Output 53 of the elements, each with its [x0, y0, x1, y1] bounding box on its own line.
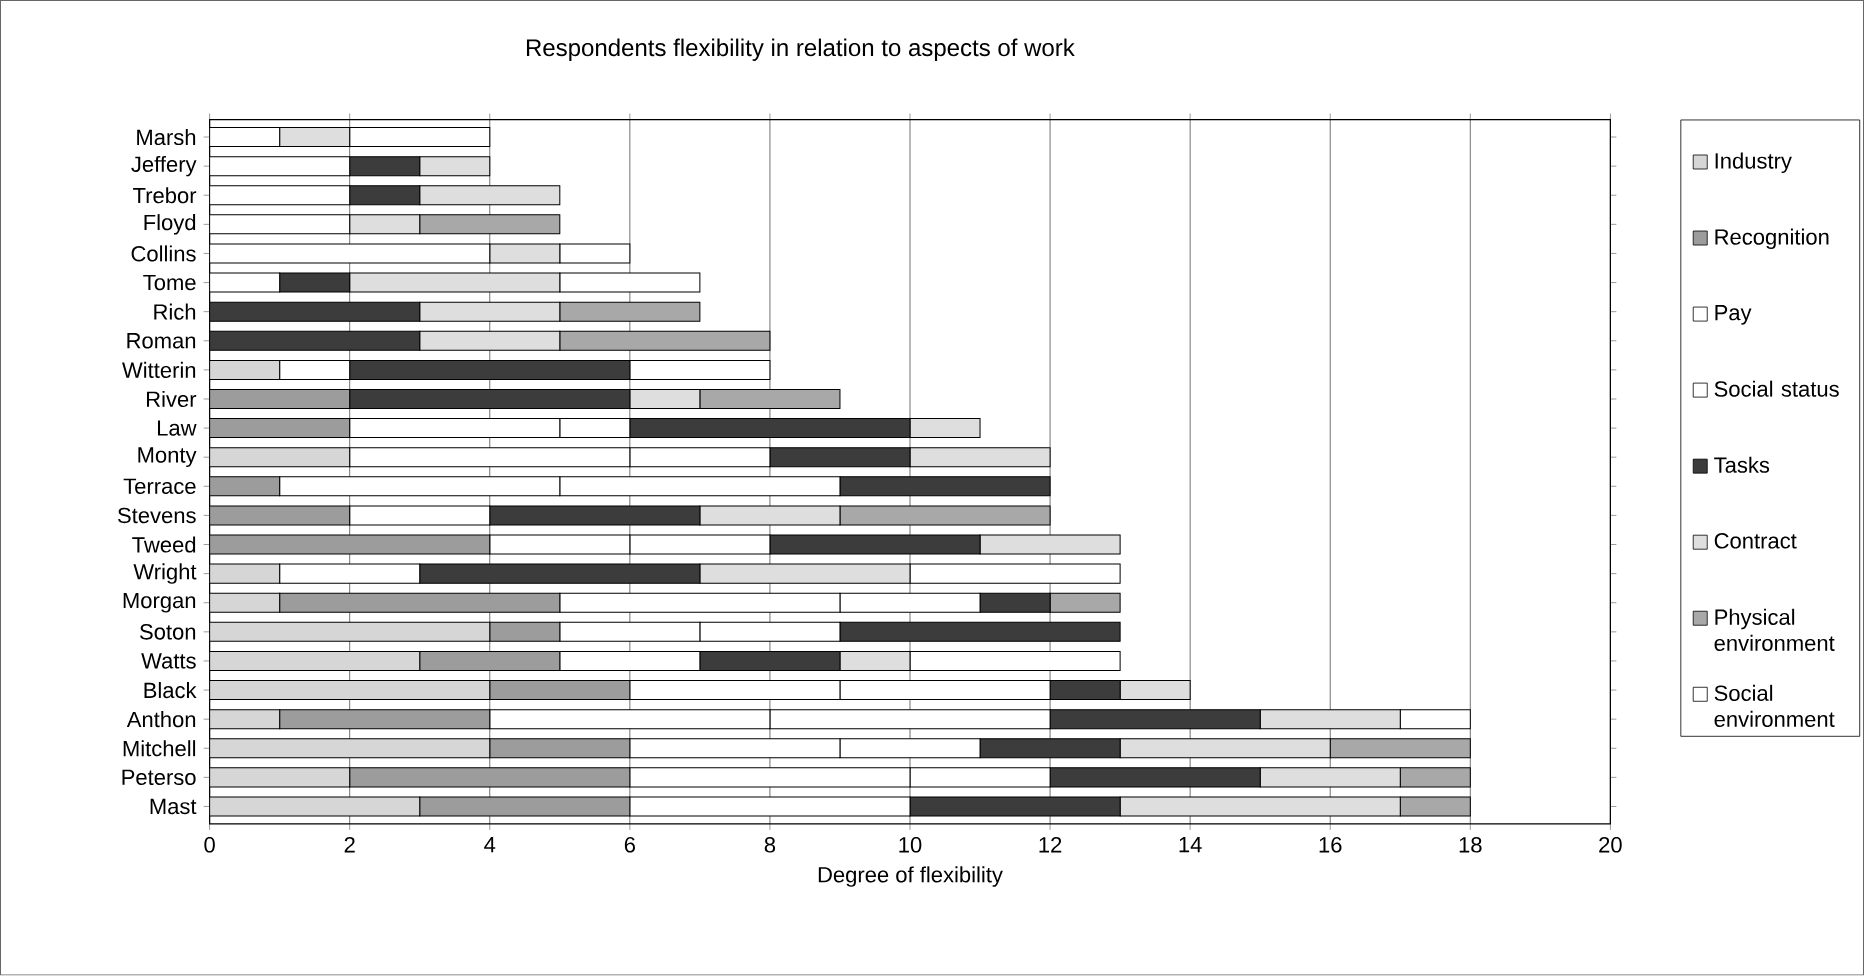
y-tick-label: Law — [157, 420, 197, 437]
legend-label: Social status — [1714, 380, 1839, 398]
y-tick-label: Morgan — [123, 593, 196, 613]
x-tick-label: 4 — [484, 837, 496, 853]
y-tick-label: Tweed — [132, 536, 196, 553]
chart-title: Respondents flexibility in relation to aspects of work — [526, 38, 1075, 62]
legend-label: Tasks — [1714, 456, 1770, 474]
y-tick-label: Collins — [131, 245, 196, 262]
bar — [209, 622, 491, 643]
legend-label: Industry — [1715, 152, 1792, 174]
y-tick-label: Roman — [127, 333, 196, 349]
bar — [209, 360, 281, 381]
y-tick-label: Black — [144, 682, 197, 699]
bar — [209, 651, 421, 672]
bar — [209, 680, 491, 701]
y-tick-label: Monty — [138, 447, 197, 468]
x-tick-label: 16 — [1319, 837, 1342, 853]
y-tick-label: Peterso — [122, 769, 196, 786]
y-tick-label: Tome — [143, 275, 196, 291]
x-tick-label: 6 — [624, 837, 635, 853]
bar — [209, 738, 491, 759]
y-tick-label: Wright — [133, 563, 197, 585]
legend-label: Contract — [1714, 533, 1797, 549]
bar — [209, 447, 351, 468]
legend-label: Pay — [1715, 305, 1752, 325]
y-tick-label: Marsh — [137, 129, 196, 146]
legend-label: Physical environment — [1714, 609, 1835, 652]
x-tick-label: 10 — [899, 837, 922, 853]
y-tick-label: Anthon — [126, 711, 196, 728]
legend-label: Social environment — [1714, 685, 1835, 728]
y-tick-label: Stevens — [118, 507, 196, 524]
y-tick-label: Rich — [154, 303, 196, 320]
x-tick-label: 14 — [1179, 837, 1202, 853]
bar — [209, 709, 281, 730]
y-tick-label: River — [147, 391, 197, 408]
x-tick-label: 8 — [764, 837, 776, 853]
y-tick-label: Witterin — [122, 362, 196, 379]
y-tick-label: Floyd — [144, 214, 196, 235]
x-tick-label: 0 — [204, 837, 215, 853]
y-tick-label: Terrace — [123, 478, 196, 495]
y-tick-label: Trebor — [133, 187, 197, 204]
x-tick-label: 12 — [1039, 837, 1062, 853]
y-tick-label: Jeffery — [131, 156, 197, 177]
y-tick-label: Watts — [141, 653, 196, 669]
x-tick-label: 20 — [1599, 837, 1622, 853]
x-tick-label: 2 — [344, 837, 355, 853]
legend-label: Recognition — [1715, 228, 1829, 250]
x-tick-label: 18 — [1459, 837, 1482, 853]
y-tick-label: Mast — [150, 799, 197, 815]
bar — [209, 592, 281, 613]
x-axis-title: Degree of flexibility — [818, 866, 1003, 888]
y-tick-label: Mitchell — [123, 740, 196, 757]
y-tick-label: Soton — [140, 624, 196, 640]
